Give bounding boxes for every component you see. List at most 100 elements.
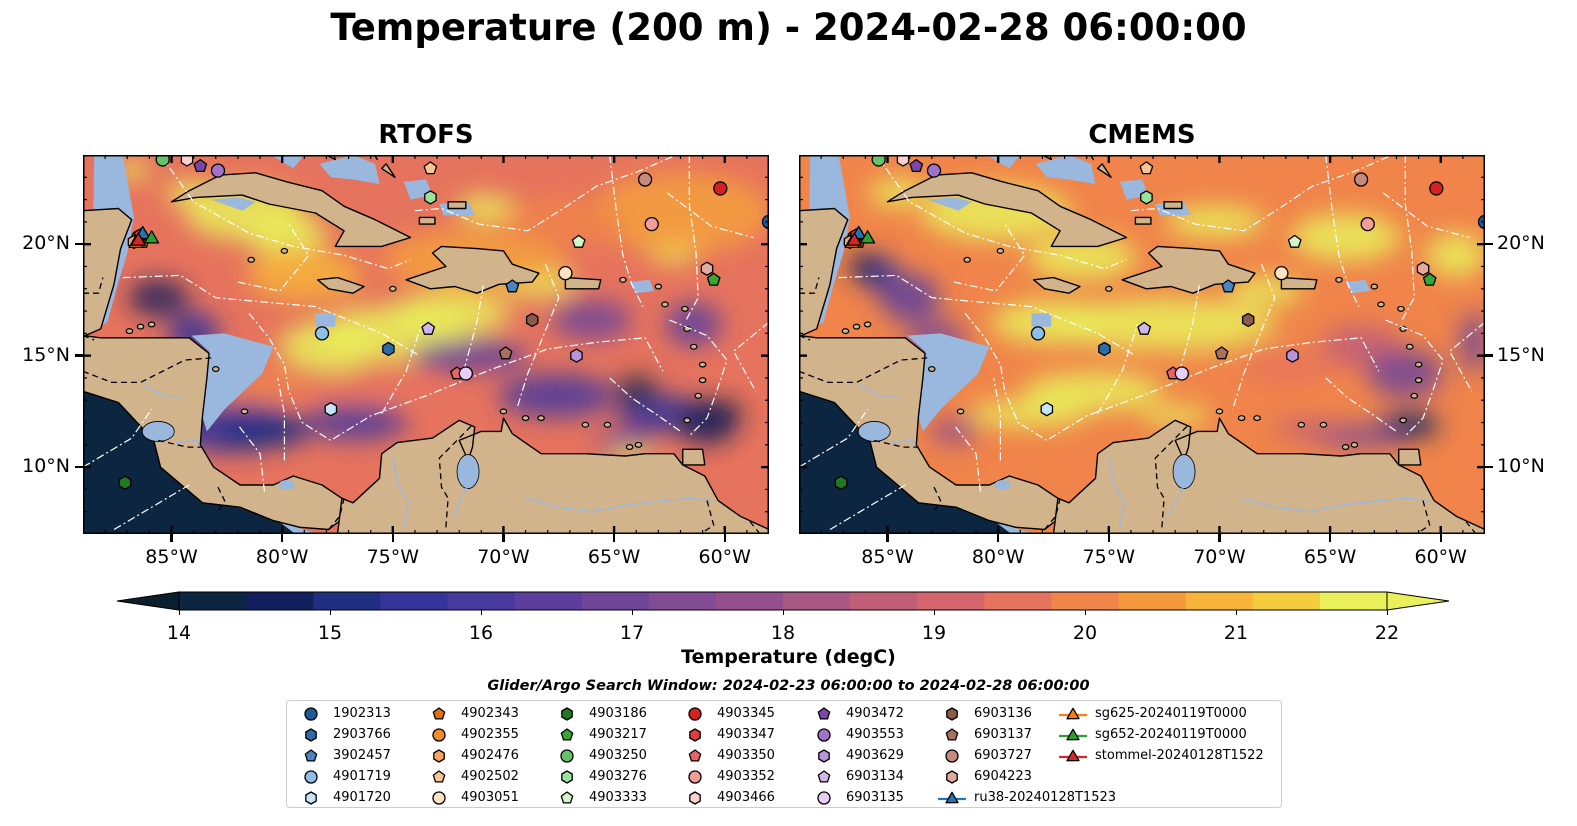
hexagon-marker-icon — [561, 706, 573, 721]
legend-marker — [432, 769, 446, 783]
marker-4903345 — [1429, 181, 1444, 196]
x-tick-label: 80°W — [971, 546, 1025, 568]
legend-marker — [305, 790, 317, 805]
marker-4903472 — [193, 158, 208, 173]
hexagon-marker-icon — [561, 769, 573, 784]
x-tick-label: 70°W — [1193, 546, 1246, 568]
x-tick-mark — [1218, 534, 1221, 542]
colorbar-tick-mark — [632, 610, 633, 615]
legend-label: 6903727 — [974, 748, 1032, 763]
x-tick-label: 75°W — [366, 546, 420, 568]
x-tick-label: 60°W — [1414, 546, 1467, 568]
marker-3902457 — [505, 279, 520, 293]
marker-6903135 — [1174, 366, 1189, 381]
marker-4903217 — [706, 272, 721, 286]
legend-marker — [945, 748, 959, 763]
y-tick-mark — [75, 242, 83, 246]
marker-2903766 — [382, 341, 395, 357]
marker-6903137 — [498, 346, 513, 360]
circle-marker-icon — [432, 790, 446, 805]
y-tick-mark — [75, 465, 83, 469]
legend-marker — [688, 748, 702, 762]
legend-item: 4903345 — [681, 703, 775, 724]
circle-marker-icon — [304, 769, 318, 784]
legend-label: 4903276 — [589, 769, 647, 784]
legend-marker — [304, 748, 318, 762]
colorbar-tick-mark — [1387, 610, 1388, 615]
colorbar-segment — [715, 592, 784, 610]
legend-item: 6903134 — [810, 766, 904, 787]
legend-marker — [817, 769, 831, 783]
marker-4902502 — [423, 161, 438, 175]
x-tick-label: 65°W — [587, 546, 641, 568]
circle-marker-icon — [688, 769, 702, 784]
pentagon-marker-icon — [432, 769, 446, 783]
colorbar-segment — [581, 592, 650, 610]
x-tick-label: 60°W — [698, 546, 751, 568]
legend-label: sg652-20240119T0000 — [1095, 727, 1247, 742]
marker-4903051 — [1274, 266, 1289, 281]
legend-marker — [945, 727, 959, 741]
hexagon-marker-icon — [689, 790, 701, 805]
map-svg-rtofs — [83, 155, 769, 534]
marker-2903766 — [1098, 341, 1111, 357]
legend-item: 6903727 — [938, 745, 1032, 766]
legend-marker — [1066, 728, 1080, 740]
legend-marker — [688, 769, 702, 784]
marker-stommel-20240128T1522 — [130, 232, 146, 246]
marker-6903727 — [637, 172, 653, 187]
pentagon-marker-icon — [817, 706, 831, 720]
pentagon-marker-icon — [560, 727, 574, 741]
legend-marker — [305, 727, 317, 742]
legend-marker — [1066, 749, 1080, 761]
map-panel-rtofs — [83, 155, 769, 534]
colorbar-tick-label: 19 — [921, 622, 947, 644]
marker-4902502 — [1139, 161, 1154, 175]
legend-marker — [817, 706, 831, 720]
legend-label: 4903345 — [717, 706, 775, 721]
legend-item: 4903051 — [425, 787, 519, 808]
marker-4901720 — [1040, 402, 1054, 417]
colorbar-segment — [917, 592, 985, 610]
colorbar-tick-mark — [1085, 610, 1086, 615]
hexagon-marker-icon — [305, 790, 317, 805]
legend-label: 4903186 — [589, 706, 647, 721]
colorbar-segment — [380, 592, 449, 610]
x-tick-mark — [996, 534, 1000, 542]
marker-4903352 — [1360, 216, 1375, 232]
pentagon-marker-icon — [560, 790, 574, 804]
marker-4903629 — [1286, 348, 1299, 363]
legend-label: 1902313 — [333, 706, 391, 721]
x-tick-mark — [1107, 534, 1110, 542]
colorbar-tick-label: 15 — [317, 622, 343, 644]
marker-6903134 — [1137, 321, 1152, 335]
marker-4903250 — [871, 155, 886, 167]
colorbar-segment — [783, 592, 851, 610]
marker-4903051 — [558, 266, 573, 281]
legend-label: ru38-20240128T1523 — [974, 790, 1117, 805]
marker-4903466 — [180, 155, 194, 167]
legend-item: 6903137 — [938, 724, 1032, 745]
colorbar-label: Temperature (degC) — [681, 646, 896, 668]
legend-label: 2903766 — [333, 727, 391, 742]
y-tick-mark — [1485, 465, 1493, 469]
colorbar-segment — [1118, 592, 1187, 610]
legend-label: 4901719 — [333, 769, 391, 784]
marker-4903553 — [210, 163, 226, 178]
x-tick-mark — [612, 534, 616, 542]
legend-marker — [304, 706, 318, 721]
x-tick-label: 80°W — [255, 546, 309, 568]
x-tick-label: 85°W — [145, 546, 198, 568]
legend-label: 3902457 — [333, 748, 391, 763]
markers-cmems — [834, 155, 1485, 490]
x-tick-mark — [502, 534, 505, 542]
x-tick-mark — [886, 534, 889, 542]
legend-item: 4903472 — [810, 703, 904, 724]
colorbar-tick-mark — [481, 610, 482, 615]
colorbar-segment — [246, 592, 314, 610]
legend-label: 4903553 — [846, 727, 904, 742]
triangle-marker-icon — [938, 791, 966, 803]
marker-4901719 — [314, 326, 330, 341]
colorbar-tick-label: 14 — [166, 622, 192, 644]
legend-item: 4903352 — [681, 766, 775, 787]
